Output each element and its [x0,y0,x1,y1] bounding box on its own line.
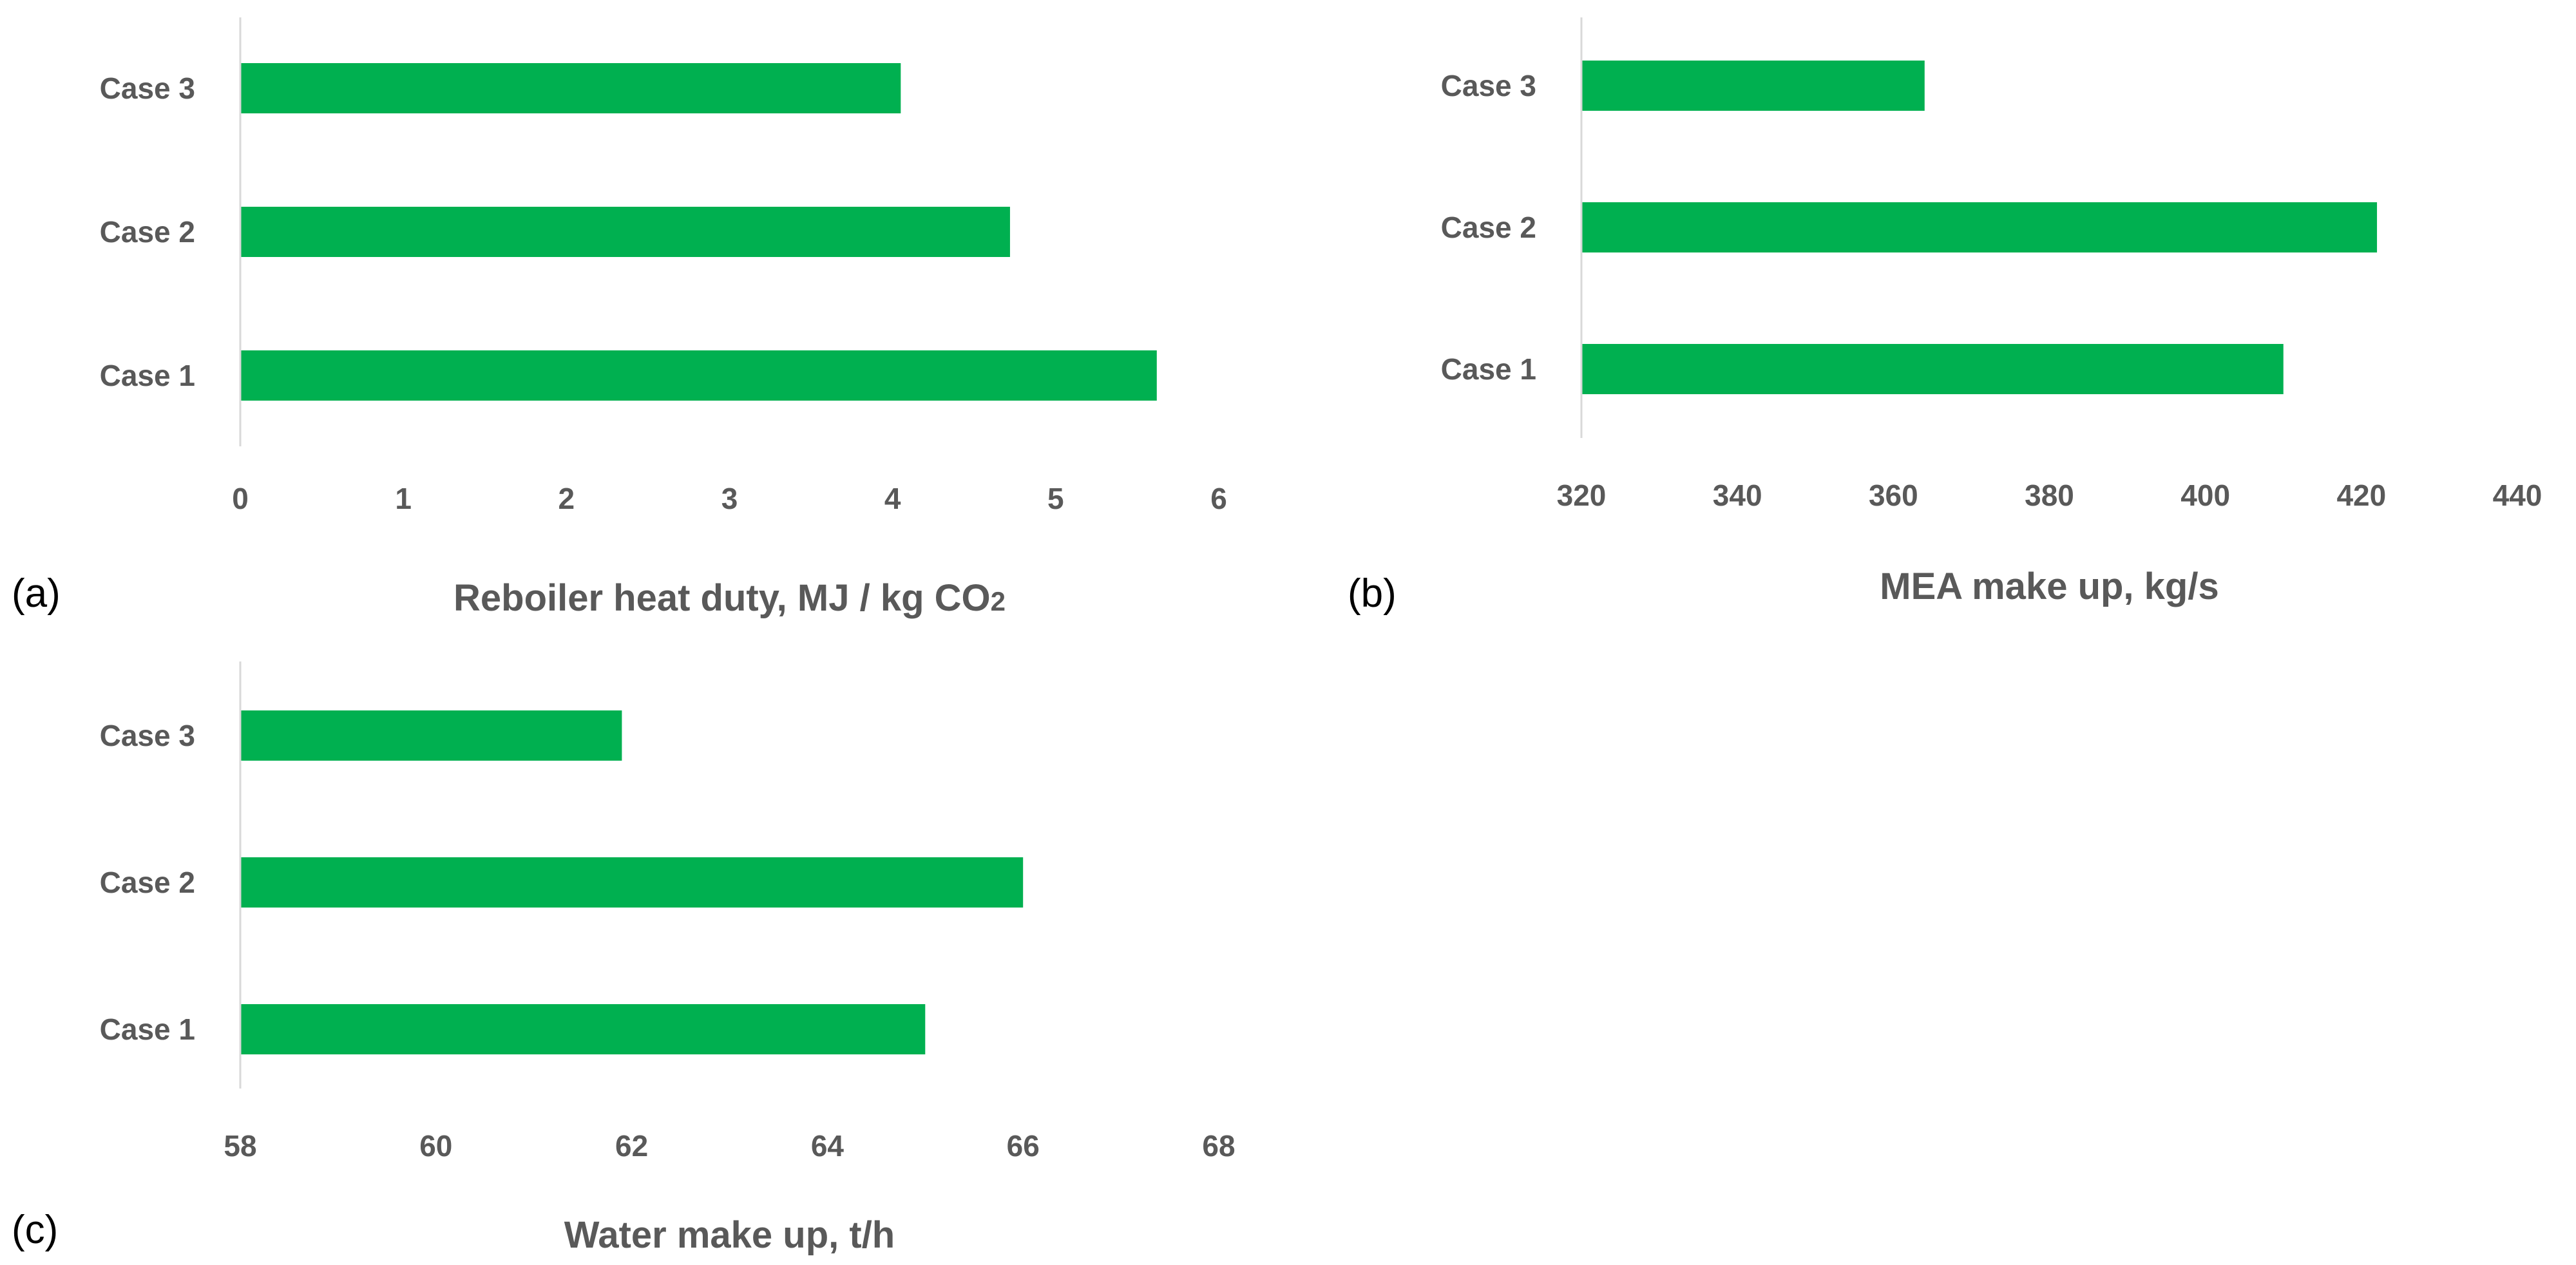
bar-case-3 [241,710,622,761]
x-tick-label: 3 [721,482,738,515]
category-label: Case 1 [100,359,195,392]
bar-case-3 [241,63,901,113]
x-tick-label: 1 [395,482,412,515]
bar-case-1 [241,350,1157,401]
x-tick-label: 58 [224,1129,256,1163]
x-axis-title: Reboiler heat duty, MJ / kg CO2 [453,577,1006,619]
x-axis-title-subscript: 2 [991,586,1006,616]
x-tick-label: 5 [1047,482,1064,515]
x-tick-label: 0 [232,482,249,515]
x-tick-label: 62 [615,1129,648,1163]
x-tick-label: 2 [558,482,575,515]
x-axis-title: MEA make up, kg/s [1880,566,2218,607]
x-tick-label: 66 [1007,1129,1040,1163]
category-label: Case 2 [1441,211,1536,244]
x-tick-label: 360 [1869,479,1918,512]
x-tick-label: 6 [1210,482,1227,515]
x-tick-label: 68 [1202,1129,1235,1163]
category-label: Case 3 [1441,69,1536,102]
category-label: Case 3 [100,719,195,752]
panel-label: (c) [12,1208,58,1252]
bar-case-1 [1582,344,2284,394]
x-tick-label: 400 [2180,479,2230,512]
category-label: Case 2 [100,215,195,249]
chart-panel-b: Case 3 Case 2 Case 1 320 340 360 380 400 420 440 M… [1348,17,2542,616]
category-label: Case 2 [100,866,195,899]
x-tick-label: 60 [419,1129,452,1163]
panel-label: (b) [1348,571,1397,616]
x-tick-label: 380 [2025,479,2074,512]
x-tick-label: 320 [1557,479,1607,512]
x-tick-label: 340 [1713,479,1762,512]
x-tick-label: 4 [884,482,901,515]
bar-case-1 [241,1004,926,1054]
bar-case-2 [1582,202,2378,252]
x-tick-label: 420 [2336,479,2386,512]
category-label: Case 1 [100,1013,195,1046]
x-axis-title: Water make up, t/h [564,1214,895,1256]
chart-panel-a: Case 3 Case 2 Case 1 0 1 2 3 4 5 6 Reboiler heat d… [12,17,1227,619]
x-tick-label: 64 [811,1129,844,1163]
bar-case-2 [241,857,1024,908]
chart-panel-c: Case 3 Case 2 Case 1 58 60 62 64 66 68 Water make… [12,661,1236,1256]
category-label: Case 3 [100,71,195,105]
category-label: Case 1 [1441,352,1536,386]
bar-case-3 [1582,61,1925,111]
x-tick-label: 440 [2493,479,2543,512]
panel-label: (a) [12,571,61,616]
bar-case-2 [241,207,1010,257]
